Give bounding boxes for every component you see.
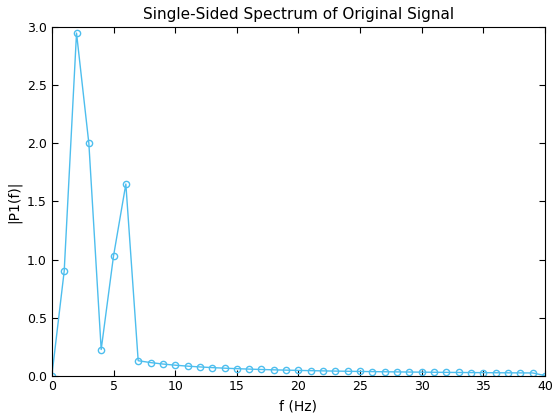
Y-axis label: |P1(f)|: |P1(f)| <box>7 180 21 223</box>
X-axis label: f (Hz): f (Hz) <box>279 399 318 413</box>
Title: Single-Sided Spectrum of Original Signal: Single-Sided Spectrum of Original Signal <box>143 7 454 22</box>
